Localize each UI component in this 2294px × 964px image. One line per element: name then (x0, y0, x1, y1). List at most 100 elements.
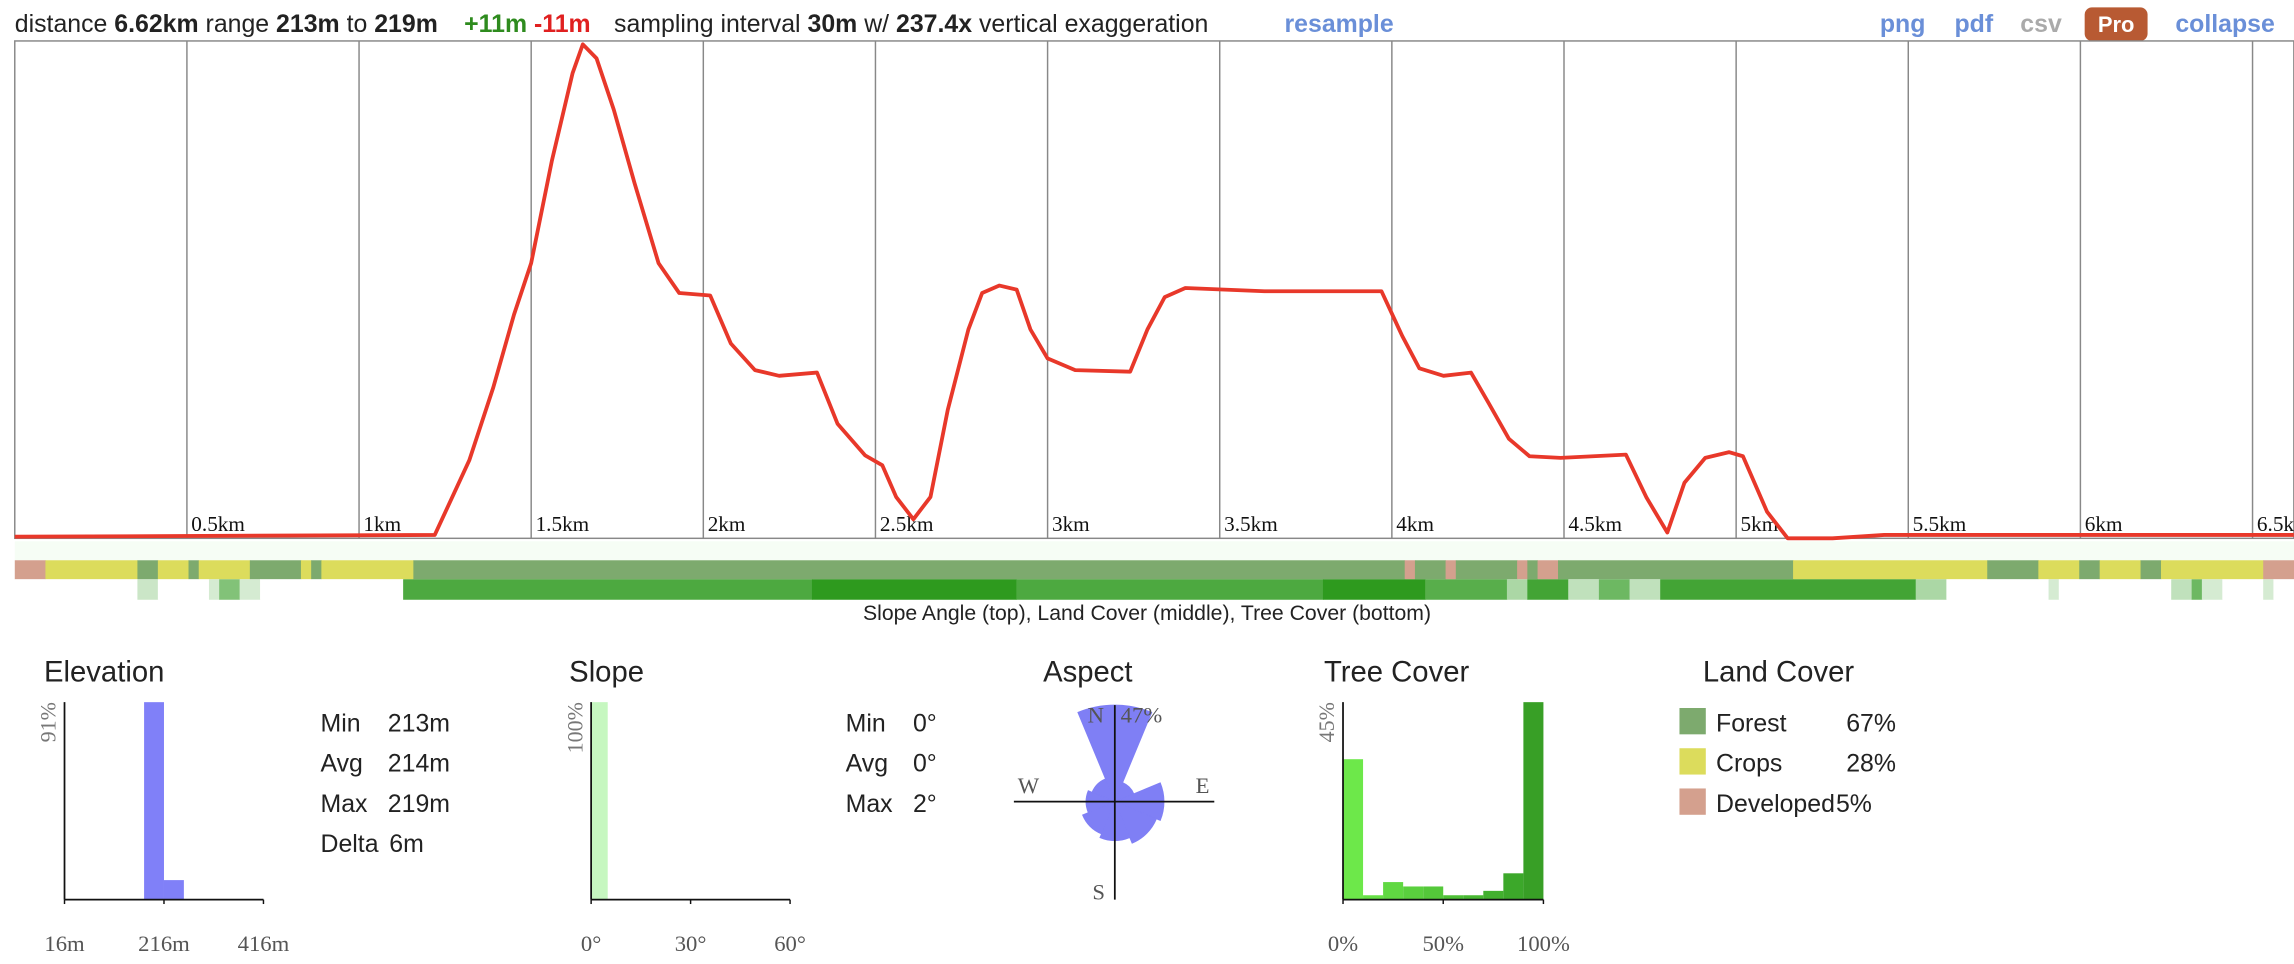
x-tick-label: 6km (2085, 512, 2123, 536)
panel-title: Aspect (1043, 657, 1132, 689)
value: 6.62km (114, 10, 198, 38)
x-tick-label: 216m (138, 931, 190, 956)
value: 30m (808, 10, 858, 38)
x-tick-label: 3.5km (1224, 512, 1278, 536)
strip-cell (188, 560, 200, 580)
histogram-bar (1523, 702, 1544, 900)
strip-cell (1455, 560, 1518, 580)
strip-cell (2048, 579, 2060, 600)
strip-cell (137, 560, 159, 580)
x-tick-label: 5.5km (1913, 512, 1967, 536)
strip-cell (1915, 579, 1947, 600)
resample-link[interactable]: resample (1285, 10, 1394, 38)
x-tick-label: 5km (1741, 512, 1779, 536)
strip-cell (1558, 560, 1794, 580)
strip-cell (14, 541, 2294, 561)
strip-cell (249, 560, 302, 580)
label: w/ (863, 10, 889, 38)
strip-cell (300, 560, 312, 580)
elevation-line (14, 42, 2294, 541)
compass-w: W (1018, 773, 1040, 798)
strip-cell (14, 579, 138, 600)
x-tick-label: 1km (363, 512, 401, 536)
pro-label[interactable]: Pro (2098, 12, 2135, 37)
x-tick-label: 416m (238, 931, 290, 956)
strip-cell (2058, 579, 2172, 600)
label: to (347, 10, 368, 38)
x-tick-label: 30° (675, 931, 707, 956)
strip-cell (403, 579, 813, 600)
histogram-bar (1443, 895, 1464, 900)
histogram-bar (1503, 873, 1524, 900)
panel-title: Tree Cover (1324, 657, 1469, 689)
y-max-label: 45% (1314, 702, 1339, 742)
strip-cell (811, 579, 1017, 600)
stat-value: 6m (389, 830, 424, 858)
strip-cell (1425, 579, 1508, 600)
x-tick-label: 0.5km (191, 512, 245, 536)
x-tick-label: 60° (774, 931, 806, 956)
legend-swatch (1679, 748, 1706, 775)
strip-cell (2171, 579, 2193, 600)
x-tick-label: 4.5km (1568, 512, 1622, 536)
strip-cell (219, 579, 241, 600)
strip-cell (1946, 579, 2050, 600)
max-label: 47% (1121, 703, 1163, 728)
x-tick-label: 50% (1422, 931, 1464, 956)
y-max-label: 100% (562, 702, 587, 753)
stat-label: Avg (846, 750, 888, 778)
stat-value: 0° (913, 750, 937, 778)
strip-cell (1506, 579, 1528, 600)
panel-title: Slope (569, 657, 644, 689)
histogram-bar (1363, 895, 1384, 900)
strip-cell (137, 579, 159, 600)
strip-cell (321, 560, 414, 580)
strip-cell (1322, 579, 1426, 600)
strip-cell (1629, 579, 1661, 600)
pdf-link[interactable]: pdf (1954, 10, 1993, 38)
rose-petal (1091, 778, 1116, 803)
strip-cell (2263, 560, 2294, 580)
strip-cell (14, 560, 46, 580)
collapse-link[interactable]: collapse (2175, 10, 2275, 38)
histogram-bar (1423, 886, 1444, 900)
label: distance (15, 10, 108, 38)
strip-cell (2222, 579, 2264, 600)
pro-button[interactable] (2084, 7, 2148, 41)
strip-cell (1414, 560, 1447, 580)
x-tick-label: 3km (1052, 512, 1090, 536)
histogram-bar (1383, 882, 1404, 900)
strip-cell (413, 560, 1406, 580)
rose-petal (1082, 800, 1116, 835)
strip-cell (1517, 560, 1528, 580)
strip-cell (1598, 579, 1630, 600)
legend-name: Crops (1716, 750, 1782, 778)
strip-cell (1527, 560, 1539, 580)
x-tick-label: 4km (1396, 512, 1434, 536)
legend-name: Forest (1716, 709, 1787, 737)
strip-caption: Slope Angle (top), Land Cover (middle), … (863, 602, 1431, 625)
png-link[interactable]: png (1880, 10, 1926, 38)
value: 237.4x (896, 10, 972, 38)
histogram-bar (1463, 895, 1484, 900)
panel-title: Elevation (44, 657, 164, 689)
stat-label: Min (321, 709, 361, 737)
stat-value: 0° (913, 709, 937, 737)
loss: -11m (534, 10, 591, 38)
strip-cell (239, 579, 261, 600)
histogram-bar (1343, 759, 1364, 900)
strip-cell (1445, 560, 1457, 580)
value: 219m (374, 10, 438, 38)
x-tick-label: 100% (1517, 931, 1570, 956)
strip-cell (2038, 560, 2080, 580)
legend-value: 67% (1846, 709, 1896, 737)
stat-value: 213m (388, 709, 450, 737)
label: range (206, 10, 270, 38)
legend-value: 5% (1836, 790, 1872, 818)
strip-cell (2263, 579, 2274, 600)
csv-link[interactable]: csv (2020, 10, 2062, 38)
strip-cell (45, 560, 138, 580)
x-tick-label: 2km (708, 512, 746, 536)
